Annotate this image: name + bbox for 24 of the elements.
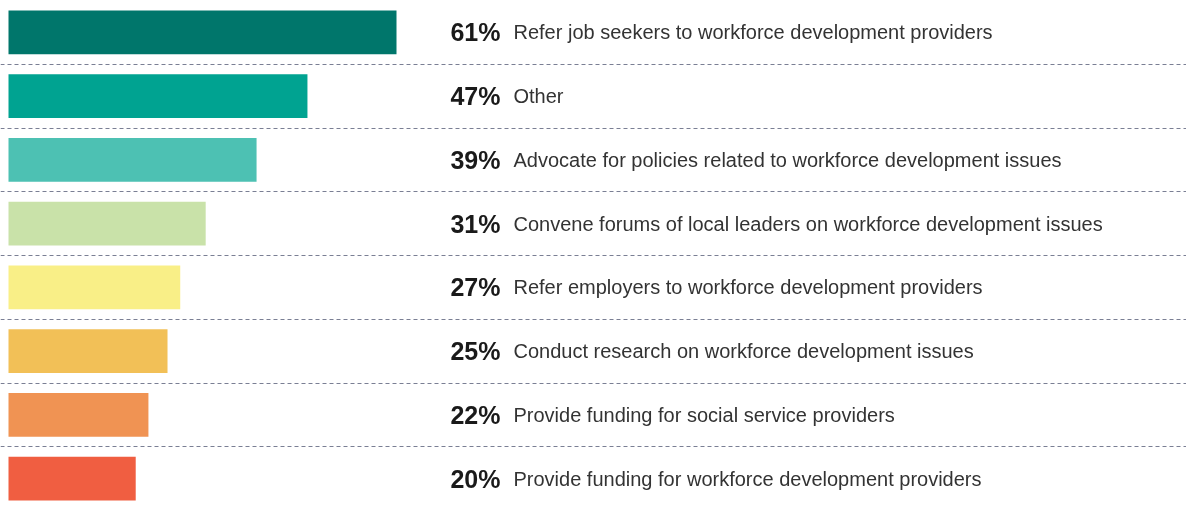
y-tick-label: Other bbox=[513, 85, 564, 108]
data-label: 27% bbox=[450, 273, 501, 302]
data-label: 25% bbox=[450, 337, 501, 366]
y-tick-label: Refer employers to workforce development providers bbox=[513, 276, 983, 299]
data-label: 20% bbox=[450, 464, 501, 493]
bar bbox=[8, 329, 168, 374]
y-tick-label: Advocate for policies related to workforce development issues bbox=[513, 148, 1062, 171]
data-label: 47% bbox=[450, 82, 501, 111]
bar bbox=[8, 10, 397, 55]
bar bbox=[8, 137, 257, 182]
y-tick-label: Convene forums of local leaders on workforce development issues bbox=[513, 212, 1103, 235]
bar bbox=[8, 265, 181, 310]
data-label: 22% bbox=[450, 400, 501, 429]
bar bbox=[8, 74, 308, 119]
bar bbox=[8, 456, 136, 501]
bar bbox=[8, 201, 206, 246]
y-tick-label: Refer job seekers to workforce development providers bbox=[513, 21, 993, 44]
data-label: 31% bbox=[450, 209, 501, 238]
y-tick-label: Provide funding for workforce development providers bbox=[513, 467, 982, 490]
y-tick-label: Provide funding for social service providers bbox=[513, 403, 895, 426]
bar bbox=[8, 392, 149, 437]
data-label: 61% bbox=[450, 18, 501, 47]
data-label: 39% bbox=[450, 145, 501, 174]
y-tick-label: Conduct research on workforce development issues bbox=[513, 340, 974, 363]
